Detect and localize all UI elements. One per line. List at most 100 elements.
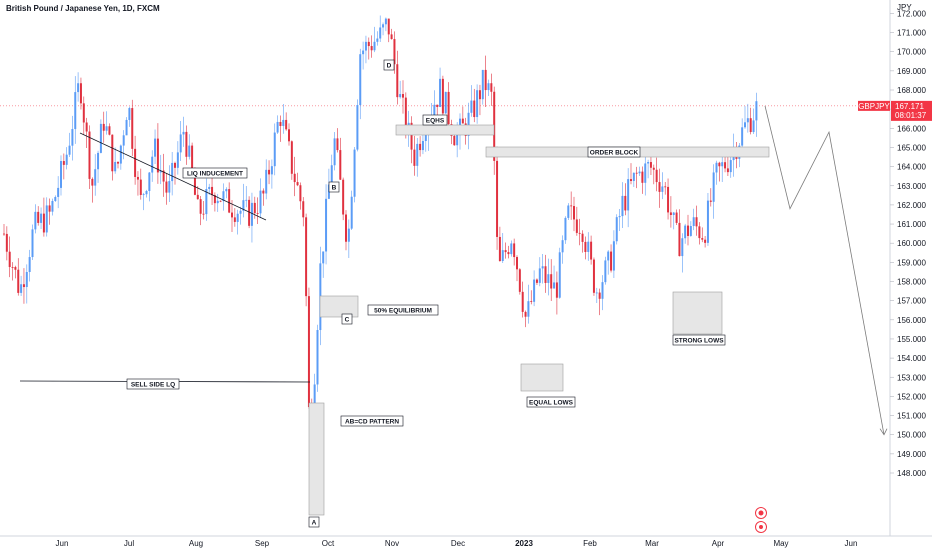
candle-down (641, 171, 644, 183)
time-tick-label: 2023 (515, 539, 533, 548)
candle-up (34, 211, 37, 230)
point-c-text: C (345, 317, 350, 324)
candle-up (752, 120, 755, 133)
price-tick-label: 158.000 (897, 278, 926, 287)
candle-up (470, 100, 473, 113)
current-price-symbol: GBPJPY (858, 102, 890, 111)
candle-up (647, 162, 650, 164)
label-abcd-text: AB=CD PATTERN (345, 419, 399, 426)
candle-down (290, 141, 293, 174)
candle-up (151, 156, 154, 173)
candle-up (527, 301, 530, 317)
candle-down (584, 241, 587, 252)
candle-down (14, 267, 17, 270)
candle-down (85, 122, 88, 132)
candle-up (179, 134, 182, 153)
candle-up (245, 199, 248, 201)
candle-down (8, 251, 11, 268)
candle-up (439, 78, 442, 107)
candle-down (165, 181, 168, 193)
price-tick-label: 154.000 (897, 354, 926, 363)
candle-up (689, 225, 692, 236)
candle-up (282, 119, 285, 126)
candle-down (555, 282, 558, 298)
candle-down (518, 269, 521, 292)
candle-down (461, 118, 464, 124)
candle-up (68, 145, 71, 155)
candle-up (322, 251, 325, 264)
candle-down (174, 162, 176, 168)
candle-down (749, 118, 752, 133)
label-equal-lows: EQUAL LOWS (526, 396, 576, 408)
candles-group (3, 15, 758, 445)
candle-up (553, 282, 556, 289)
label-sell-side-lq: SELL SIDE LQ (126, 378, 180, 390)
candle-down (256, 213, 259, 214)
candle-down (726, 168, 729, 173)
candle-down (131, 108, 134, 149)
candle-up (476, 90, 479, 118)
candle-up (236, 213, 239, 222)
candle-down (687, 225, 689, 236)
time-tick-label: Nov (385, 539, 399, 548)
projection-arrow-head (879, 428, 888, 436)
label-abcd: AB=CD PATTERN (340, 415, 404, 427)
candle-up (97, 152, 100, 170)
candle-down (390, 34, 393, 40)
candle-up (347, 228, 350, 242)
candle-down (695, 217, 698, 227)
candle-down (655, 169, 658, 183)
candle-up (538, 268, 541, 283)
label-eqhs-text: EQHS (426, 118, 445, 125)
candle-up (145, 191, 148, 195)
candle-down (17, 269, 20, 293)
candle-down (279, 121, 282, 126)
candle-down (88, 131, 91, 179)
candle-up (416, 143, 419, 166)
candle-up (250, 202, 253, 226)
candle-down (652, 167, 655, 170)
candle-down (436, 104, 439, 107)
candle-down (367, 41, 370, 47)
price-tick-label: 155.000 (897, 335, 926, 344)
candle-down (590, 241, 593, 260)
candle-up (122, 135, 125, 146)
price-tick-label: 171.000 (897, 29, 926, 38)
candle-up (225, 189, 228, 192)
candle-down (393, 39, 396, 65)
candle-up (333, 138, 336, 166)
candle-down (592, 259, 595, 293)
candle-up (379, 27, 382, 39)
candle-down (302, 201, 305, 218)
candle-down (701, 238, 704, 240)
candle-down (211, 186, 214, 196)
candle-down (262, 190, 265, 194)
candle-down (709, 200, 712, 202)
candle-up (364, 41, 367, 51)
candle-down (111, 134, 114, 172)
candle-up (421, 141, 424, 151)
candle-down (5, 233, 8, 252)
label-order-block: ORDER BLOCK (587, 146, 641, 158)
candle-up (239, 210, 242, 214)
candle-down (156, 138, 159, 173)
candle-down (490, 83, 493, 92)
price-tick-label: 151.000 (897, 412, 926, 421)
candle-down (253, 202, 256, 214)
candle-up (744, 122, 746, 128)
candle-up (672, 212, 675, 215)
candle-down (496, 160, 499, 237)
price-axis-unit: JPY (897, 3, 912, 12)
price-tick-label: 152.000 (897, 392, 926, 401)
candle-up (54, 196, 57, 201)
candle-down (664, 186, 667, 188)
candle-down (307, 296, 310, 408)
candle-down (575, 219, 578, 233)
event-icon-2[interactable] (755, 521, 767, 533)
price-tick-label: 156.000 (897, 316, 926, 325)
current-price-tag: GBPJPY 167.171 08:01:37 (858, 100, 932, 121)
time-tick-label: Feb (583, 539, 597, 548)
candle-down (339, 150, 342, 180)
event-icon-1[interactable] (755, 507, 767, 519)
